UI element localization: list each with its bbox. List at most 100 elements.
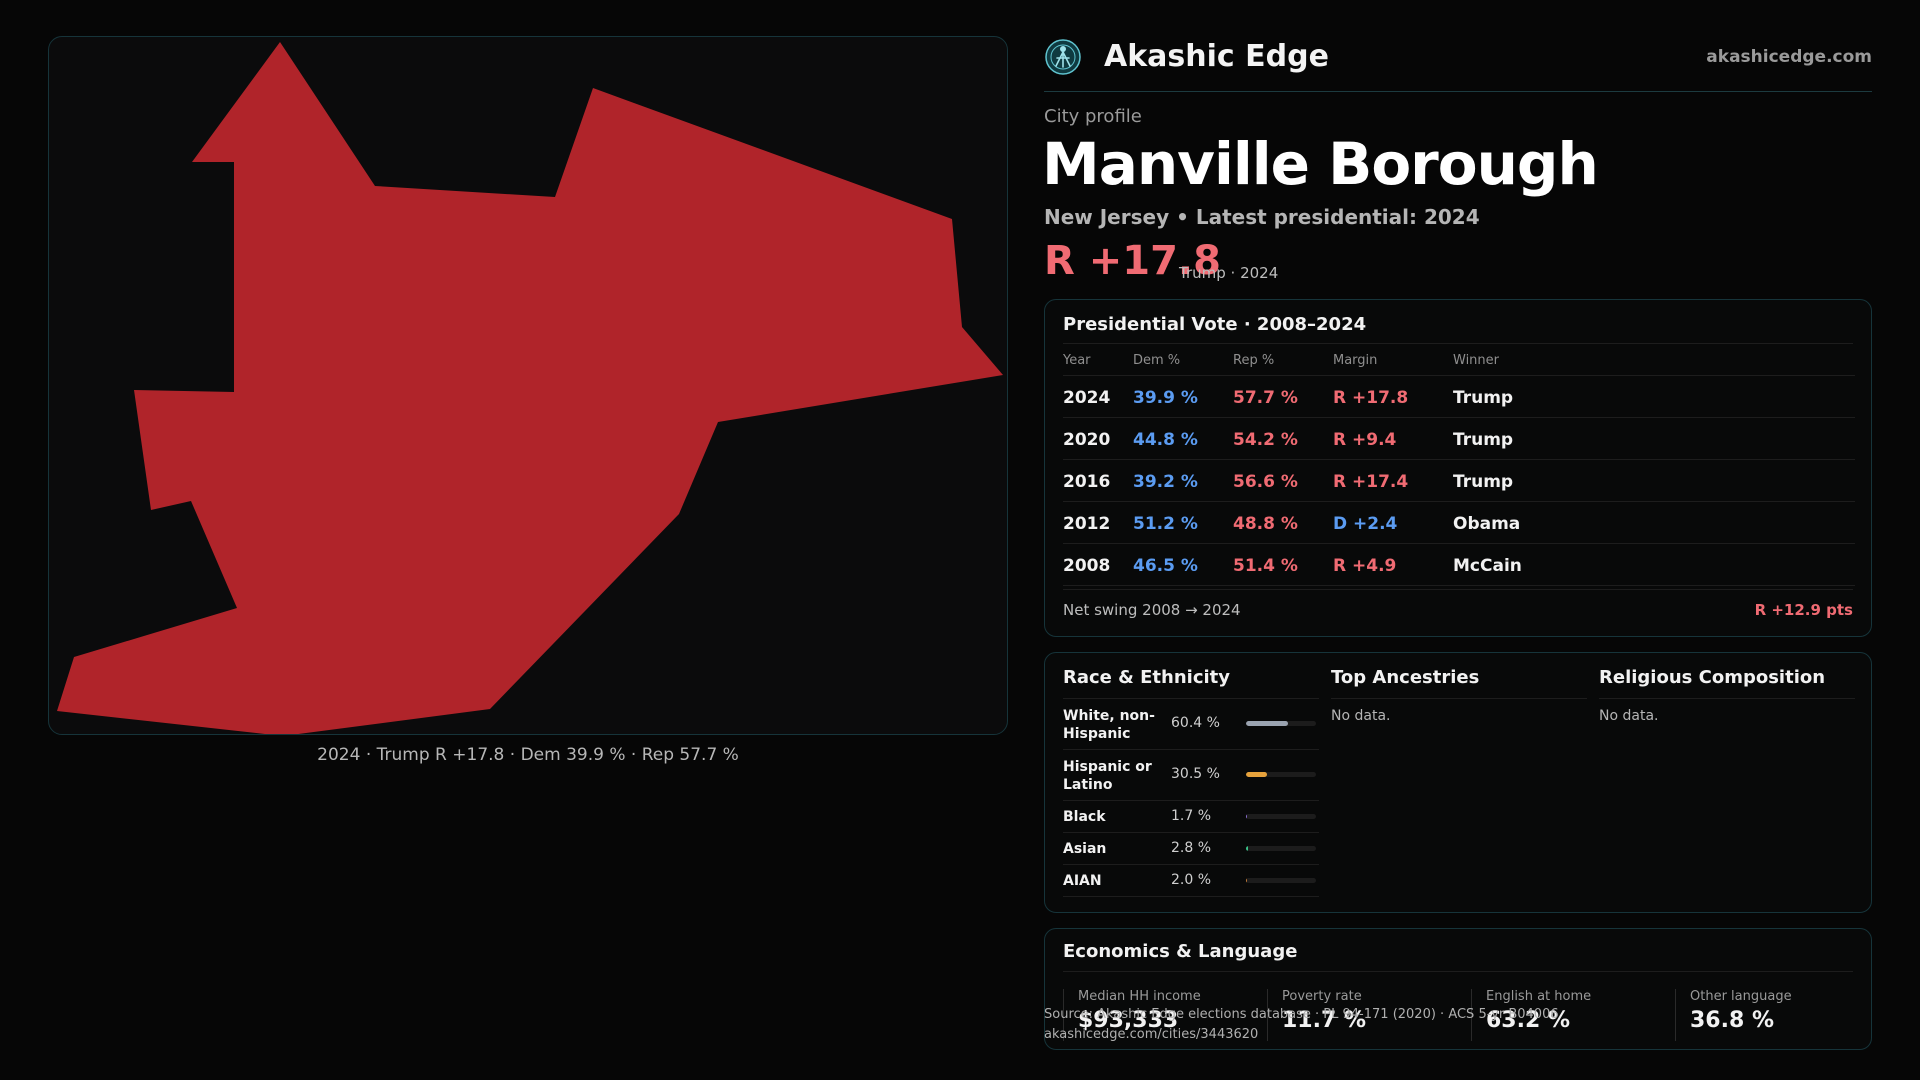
- stat-poverty-rate: Poverty rate 11.7 %: [1267, 989, 1457, 1041]
- rep-pct-cell: 57.7 %: [1233, 388, 1298, 408]
- table-row: 2020 44.8 % 54.2 % R +9.4 Trump: [1063, 418, 1855, 460]
- dem-pct-cell: 51.2 %: [1133, 514, 1198, 534]
- dem-pct-cell: 39.9 %: [1133, 388, 1198, 408]
- stat-english-at-home: English at home 63.2 %: [1471, 989, 1661, 1041]
- page-subtitle: New Jersey • Latest presidential: 2024: [1044, 205, 1480, 229]
- column-header-year: Year: [1063, 353, 1091, 368]
- stat-label: Median HH income: [1078, 989, 1201, 1004]
- vote-table: Year Dem % Rep % Margin Winner 2024 39.9…: [1063, 348, 1855, 586]
- race-name: Black: [1063, 809, 1106, 825]
- stat-value: 11.7 %: [1282, 1008, 1366, 1033]
- divider: [1063, 343, 1853, 344]
- race-bar-track: [1246, 814, 1316, 819]
- race-pct: 2.8 %: [1171, 840, 1212, 856]
- winner-cell: Trump: [1453, 430, 1514, 450]
- table-header-row: Year Dem % Rep % Margin Winner: [1063, 348, 1855, 376]
- race-bar-track: [1246, 878, 1316, 883]
- table-row: 2012 51.2 % 48.8 % D +2.4 Obama: [1063, 502, 1855, 544]
- year-cell: 2024: [1063, 388, 1111, 408]
- winner-cell: Trump: [1453, 388, 1514, 408]
- rep-pct-cell: 48.8 %: [1233, 514, 1298, 534]
- table-row: 2008 46.5 % 51.4 % R +4.9 McCain: [1063, 544, 1855, 586]
- race-pct: 30.5 %: [1171, 766, 1220, 782]
- app-header: Akashic Edge akashicedge.com: [1044, 36, 1872, 92]
- table-row: 2024 39.9 % 57.7 % R +17.8 Trump: [1063, 376, 1855, 418]
- race-bar-fill: [1246, 846, 1248, 851]
- page-title: Manville Borough: [1042, 130, 1599, 198]
- top-ancestries-title: Top Ancestries: [1331, 667, 1587, 699]
- race-row: AIAN 2.0 %: [1063, 865, 1319, 897]
- stat-label: Other language: [1690, 989, 1792, 1004]
- margin-cell: R +9.4: [1333, 430, 1397, 450]
- religious-composition-title: Religious Composition: [1599, 667, 1855, 699]
- dem-pct-cell: 39.2 %: [1133, 472, 1198, 492]
- net-swing-label: Net swing 2008 → 2024: [1063, 601, 1241, 619]
- race-name: White, non-Hispanic: [1063, 708, 1155, 742]
- column-header-rep: Rep %: [1233, 353, 1275, 368]
- race-row: Asian 2.8 %: [1063, 833, 1319, 865]
- race-bar-track: [1246, 846, 1316, 851]
- akashic-logo-icon[interactable]: [1044, 38, 1082, 76]
- race-row: Black 1.7 %: [1063, 801, 1319, 833]
- municipality-shape-svg: [57, 42, 1003, 735]
- stat-median-income: Median HH income $93,333: [1063, 989, 1253, 1041]
- demographics-card: Race & Ethnicity White, non-Hispanic 60.…: [1044, 652, 1872, 913]
- race-pct: 1.7 %: [1171, 808, 1212, 824]
- race-bar-track: [1246, 772, 1316, 777]
- municipality-boundary-shape[interactable]: [57, 42, 1003, 735]
- race-name: AIAN: [1063, 873, 1102, 889]
- race-bar-track: [1246, 721, 1316, 726]
- divider: [1063, 971, 1853, 972]
- municipality-map[interactable]: [48, 36, 1008, 735]
- source-citation: Source: Akashic Edge elections database …: [1044, 1007, 1559, 1022]
- race-row: White, non-Hispanic 60.4 %: [1063, 699, 1319, 750]
- margin-cell: D +2.4: [1333, 514, 1398, 534]
- race-bar-fill: [1246, 814, 1248, 819]
- site-link[interactable]: akashicedge.com: [1706, 47, 1872, 67]
- year-cell: 2012: [1063, 514, 1111, 534]
- race-bar-fill: [1246, 721, 1289, 726]
- source-url[interactable]: akashicedge.com/cities/3443620: [1044, 1027, 1259, 1042]
- vote-card-title: Presidential Vote · 2008–2024: [1063, 314, 1367, 335]
- latest-margin: R +17.8: [1044, 238, 1221, 284]
- race-row: Hispanic or Latino 30.5 %: [1063, 750, 1319, 801]
- top-ancestries-section: Top Ancestries No data.: [1331, 667, 1587, 724]
- rep-pct-cell: 54.2 %: [1233, 430, 1298, 450]
- map-caption: 2024 · Trump R +17.8 · Dem 39.9 % · Rep …: [317, 745, 739, 765]
- race-pct: 60.4 %: [1171, 715, 1220, 731]
- stat-value: $93,333: [1078, 1008, 1179, 1033]
- race-bar-fill: [1246, 772, 1268, 777]
- race-name: Asian: [1063, 841, 1107, 857]
- column-header-dem: Dem %: [1133, 353, 1181, 368]
- race-ethnicity-title: Race & Ethnicity: [1063, 667, 1319, 699]
- winner-cell: McCain: [1453, 556, 1522, 576]
- margin-cell: R +4.9: [1333, 556, 1397, 576]
- stat-other-language: Other language 36.8 %: [1675, 989, 1865, 1041]
- winner-cell: Obama: [1453, 514, 1521, 534]
- stat-value: 36.8 %: [1690, 1008, 1774, 1033]
- year-cell: 2008: [1063, 556, 1111, 576]
- race-name: Hispanic or Latino: [1063, 759, 1152, 793]
- economics-title: Economics & Language: [1063, 941, 1298, 962]
- net-swing-row: Net swing 2008 → 2024 R +12.9 pts: [1063, 589, 1853, 627]
- table-row: 2016 39.2 % 56.6 % R +17.4 Trump: [1063, 460, 1855, 502]
- stat-label: English at home: [1486, 989, 1592, 1004]
- race-bar-fill: [1246, 878, 1248, 883]
- year-cell: 2020: [1063, 430, 1111, 450]
- religious-composition-section: Religious Composition No data.: [1599, 667, 1855, 724]
- economics-language-card: Economics & Language Median HH income $9…: [1044, 928, 1872, 1050]
- winner-cell: Trump: [1453, 472, 1514, 492]
- race-pct: 2.0 %: [1171, 872, 1212, 888]
- stat-label: Poverty rate: [1282, 989, 1362, 1004]
- race-ethnicity-section: Race & Ethnicity White, non-Hispanic 60.…: [1063, 667, 1319, 897]
- dem-pct-cell: 44.8 %: [1133, 430, 1198, 450]
- ancestries-empty-text: No data.: [1331, 708, 1391, 724]
- brand-name[interactable]: Akashic Edge: [1104, 39, 1329, 74]
- dem-pct-cell: 46.5 %: [1133, 556, 1198, 576]
- presidential-vote-card: Presidential Vote · 2008–2024 Year Dem %…: [1044, 299, 1872, 637]
- column-header-winner: Winner: [1453, 353, 1500, 368]
- rep-pct-cell: 56.6 %: [1233, 472, 1298, 492]
- rep-pct-cell: 51.4 %: [1233, 556, 1298, 576]
- source-footer: Source: Akashic Edge elections database …: [1044, 1005, 1559, 1045]
- latest-margin-note: Trump · 2024: [1179, 264, 1279, 282]
